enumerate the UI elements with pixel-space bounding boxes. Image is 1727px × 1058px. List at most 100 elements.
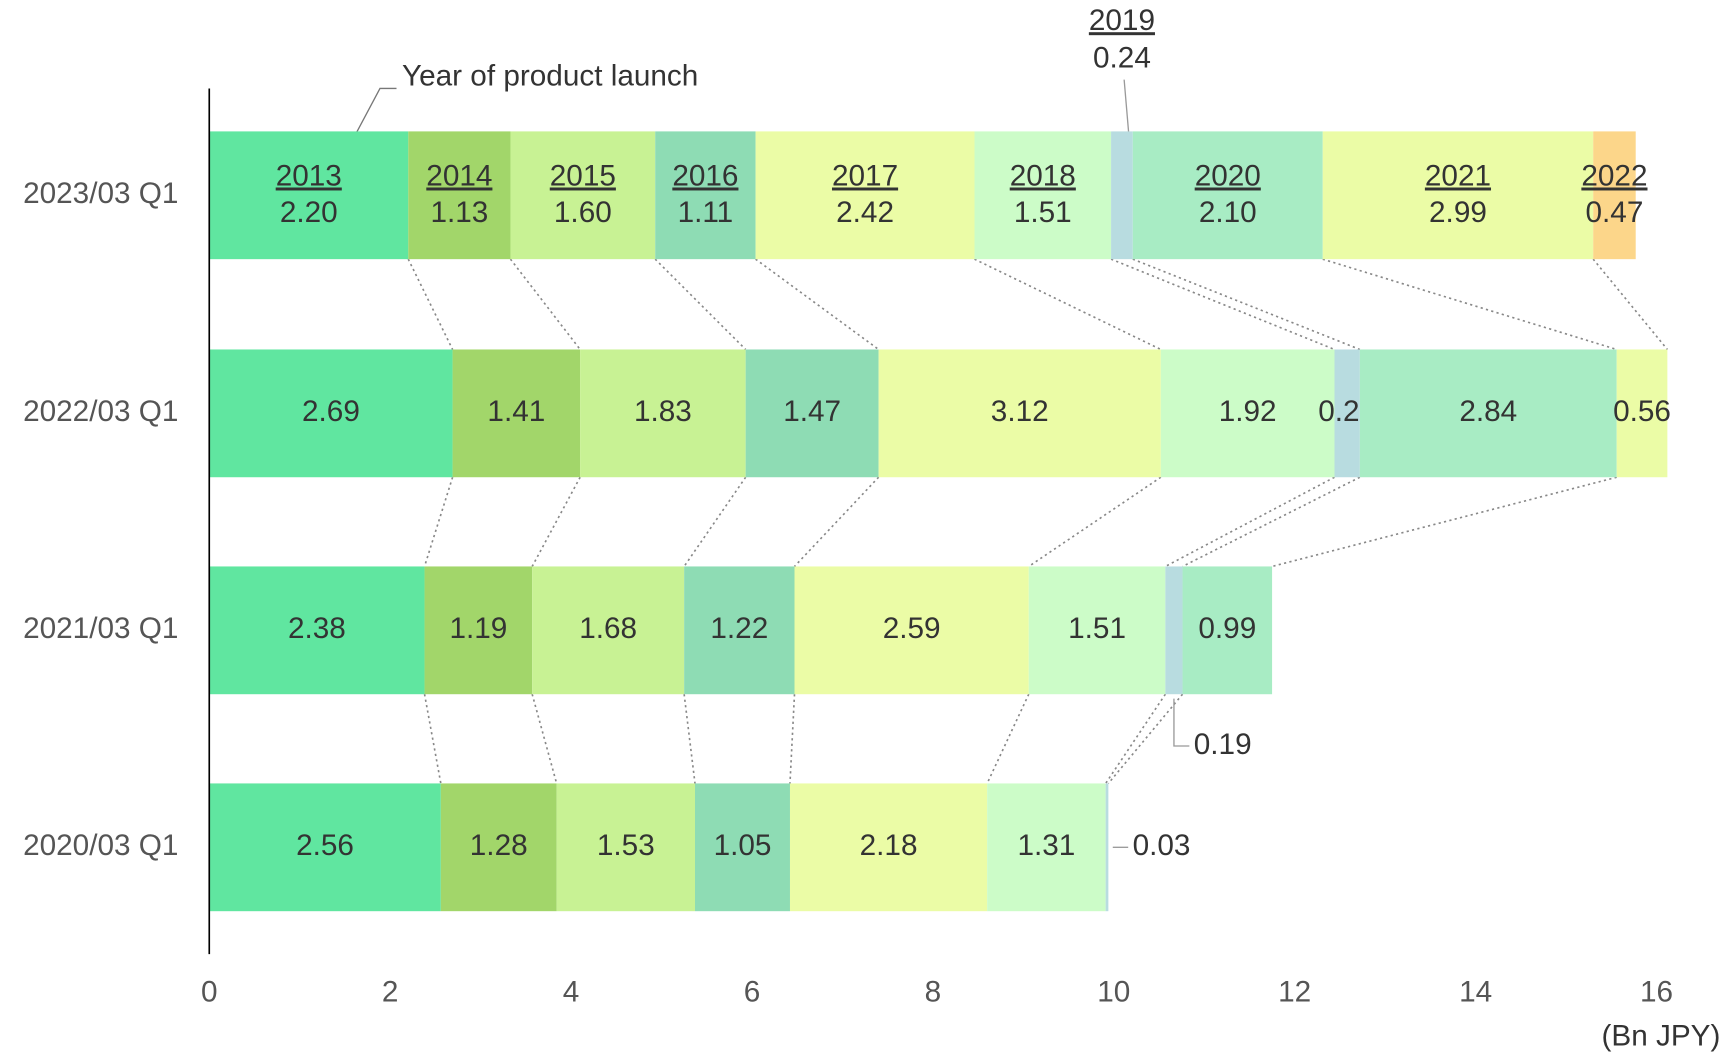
- bar-segment: [510, 131, 656, 260]
- value-label: 2.69: [302, 395, 360, 428]
- x-axis-label: (Bn JPY): [1601, 1020, 1720, 1053]
- series-label: 2019: [1089, 4, 1155, 37]
- bar-segment: [1322, 131, 1594, 260]
- bar-segment: [974, 131, 1112, 260]
- value-label: 1.51: [1068, 612, 1126, 645]
- label-leader: [1123, 79, 1130, 132]
- bar-segment: [408, 131, 511, 260]
- value-label: 2.38: [288, 612, 346, 645]
- value-label: 1.11: [678, 196, 734, 229]
- connector: [683, 476, 747, 567]
- value-label: 0.19: [1194, 728, 1252, 761]
- y-tick-label: 2020/03 Q1: [23, 829, 178, 862]
- connector: [1110, 258, 1335, 351]
- bar-segment: [1334, 349, 1360, 478]
- x-tick-label: 6: [744, 976, 761, 1009]
- value-label: 1.47: [783, 395, 841, 428]
- connector: [531, 693, 558, 784]
- bar-segment: [1111, 131, 1133, 260]
- bar-segment: [580, 349, 746, 478]
- connector: [793, 476, 880, 568]
- value-label: 0.24: [1093, 42, 1151, 75]
- bar-segment: [878, 349, 1161, 478]
- series-label: 2018: [1010, 160, 1076, 193]
- value-label: 0.47: [1586, 196, 1644, 229]
- annotation-leader: [351, 87, 397, 141]
- bar-segment: [440, 783, 557, 912]
- value-label: 1.68: [579, 612, 637, 645]
- connector: [654, 258, 747, 351]
- connector: [1132, 258, 1361, 351]
- connector: [407, 258, 454, 350]
- value-label: 1.31: [1017, 829, 1075, 862]
- value-label: 1.51: [1014, 196, 1072, 229]
- connector: [1164, 476, 1335, 568]
- x-tick-label: 2: [382, 976, 399, 1009]
- label-leader: [1173, 698, 1190, 747]
- value-label: 1.19: [449, 612, 507, 645]
- y-tick-label: 2021/03 Q1: [23, 612, 178, 645]
- bar-segment: [755, 131, 975, 260]
- x-tick-label: 8: [925, 976, 942, 1009]
- value-label: 1.41: [487, 395, 545, 428]
- connector: [755, 258, 880, 351]
- x-tick-label: 10: [1097, 976, 1130, 1009]
- bar-segment: [684, 566, 795, 695]
- bar-segment: [1132, 131, 1323, 260]
- value-label: 2.10: [1199, 196, 1257, 229]
- bar-segment: [556, 783, 695, 912]
- bar-segment: [789, 783, 988, 912]
- connector: [789, 694, 796, 784]
- x-tick-label: 16: [1640, 976, 1673, 1009]
- connector: [1028, 476, 1162, 568]
- x-tick-label: 4: [563, 976, 580, 1009]
- annotation: Year of product launch: [402, 59, 698, 92]
- series-label: 2015: [550, 160, 616, 193]
- series-label: 2022: [1581, 160, 1647, 193]
- x-tick-label: 14: [1459, 976, 1492, 1009]
- value-label: 0.99: [1198, 612, 1256, 645]
- bar-segment: [209, 783, 441, 912]
- series-label: 2016: [672, 160, 738, 193]
- value-label: 1.53: [597, 829, 655, 862]
- bar-segment: [452, 349, 581, 478]
- connector: [1322, 258, 1617, 351]
- series-label: 2013: [276, 160, 342, 193]
- bar-segment: [209, 131, 409, 260]
- series-label: 2021: [1425, 160, 1491, 193]
- value-label: 1.28: [470, 829, 528, 862]
- value-label: 0.03: [1133, 829, 1191, 862]
- value-label: 1.05: [714, 829, 772, 862]
- bar-segment: [1359, 349, 1617, 478]
- bar-segment: [532, 566, 685, 695]
- value-label: 2.42: [836, 196, 894, 229]
- bar-segment: [1593, 131, 1636, 260]
- connector: [986, 693, 1030, 784]
- bar-segment: [1182, 566, 1273, 695]
- value-label: 1.60: [554, 196, 612, 229]
- bar-segment: [424, 566, 533, 695]
- connectors: [407, 258, 1669, 784]
- y-tick-label: 2023/03 Q1: [23, 177, 178, 210]
- value-label: 1.13: [430, 196, 488, 229]
- connector: [531, 476, 581, 567]
- bar-segment: [1028, 566, 1166, 695]
- value-label: 1.22: [710, 612, 768, 645]
- connector: [1592, 258, 1669, 350]
- bar-segment: [1160, 349, 1335, 478]
- connector: [1107, 693, 1184, 784]
- bar-segment: [1616, 349, 1668, 478]
- bar-segment: [745, 349, 879, 478]
- connector: [423, 694, 442, 784]
- value-label: 2.59: [883, 612, 941, 645]
- bar-segment: [1105, 783, 1109, 912]
- value-label: 1.83: [634, 395, 692, 428]
- value-label: 1.92: [1219, 395, 1277, 428]
- value-label: 2.20: [280, 196, 338, 229]
- connector: [1271, 476, 1617, 568]
- value-label: 2.84: [1459, 395, 1517, 428]
- series-label: 2020: [1195, 160, 1261, 193]
- connector: [974, 258, 1162, 351]
- value-label: 0.56: [1613, 395, 1671, 428]
